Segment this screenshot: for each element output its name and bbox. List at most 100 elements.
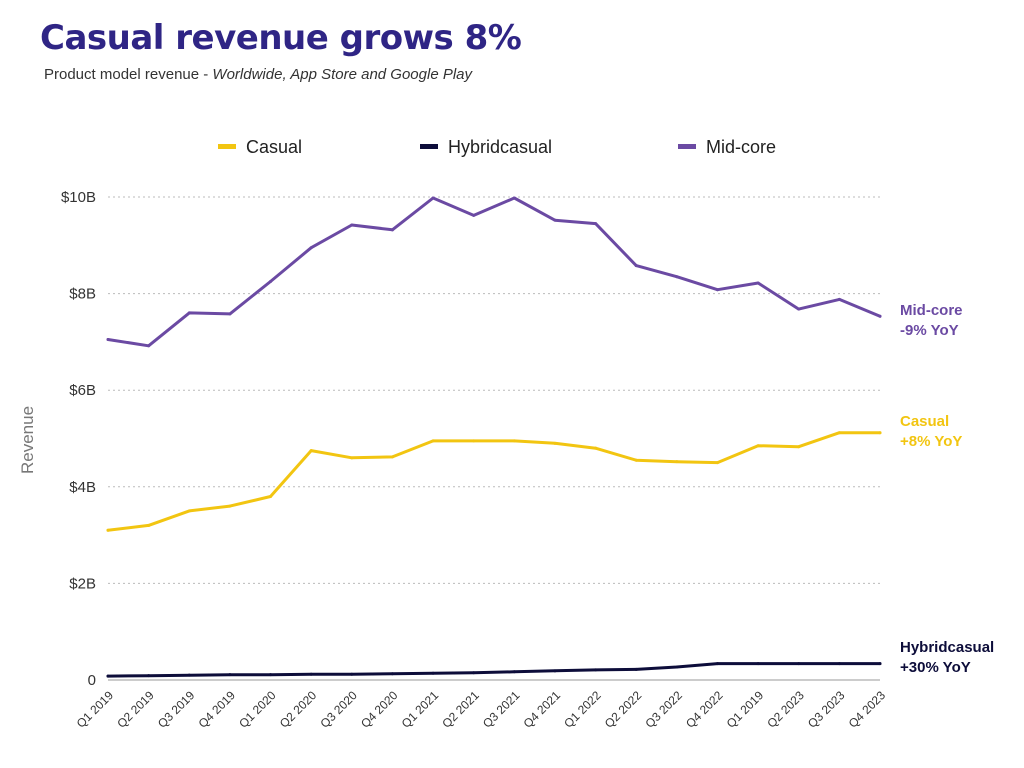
legend-swatch-casual <box>218 144 236 149</box>
data-point-midcore <box>472 213 476 217</box>
data-point-casual <box>431 439 435 443</box>
end-label-midcore: -9% YoY <box>900 322 959 339</box>
y-tick-label: $10B <box>61 189 96 206</box>
data-point-casual <box>228 504 232 508</box>
data-point-hybridcasual <box>309 672 313 676</box>
data-point-midcore <box>187 311 191 315</box>
data-point-midcore <box>309 246 313 250</box>
y-tick-label: $4B <box>69 479 96 496</box>
data-point-midcore <box>350 223 354 227</box>
data-point-midcore <box>756 281 760 285</box>
data-point-hybridcasual <box>634 667 638 671</box>
data-point-hybridcasual <box>878 662 882 666</box>
x-tick-label: Q1 2019 <box>74 688 117 731</box>
data-point-casual <box>756 444 760 448</box>
subtitle-plain: Product model revenue - <box>44 66 213 83</box>
data-point-casual <box>797 445 801 449</box>
data-point-casual <box>715 461 719 465</box>
data-point-hybridcasual <box>350 672 354 676</box>
data-point-midcore <box>390 228 394 232</box>
x-tick-label: Q3 2022 <box>643 688 686 731</box>
legend-label-casual: Casual <box>246 137 302 157</box>
y-tick-label: $8B <box>69 286 96 303</box>
x-tick-label: Q3 2020 <box>317 688 360 731</box>
legend-label-midcore: Mid-core <box>706 137 776 157</box>
data-point-midcore <box>837 297 841 301</box>
data-point-midcore <box>594 222 598 226</box>
x-tick-label: Q3 2021 <box>480 688 523 731</box>
data-point-midcore <box>431 196 435 200</box>
x-tick-label: Q1 2020 <box>236 688 279 731</box>
data-point-hybridcasual <box>472 671 476 675</box>
data-point-midcore <box>512 196 516 200</box>
x-tick-label: Q4 2021 <box>521 688 564 731</box>
data-point-midcore <box>878 314 882 318</box>
end-label-hybridcasual: Hybridcasual <box>900 639 994 656</box>
data-point-midcore <box>553 218 557 222</box>
data-point-casual <box>878 431 882 435</box>
data-point-hybridcasual <box>269 673 273 677</box>
data-point-casual <box>512 439 516 443</box>
x-tick-label: Q3 2023 <box>805 688 848 731</box>
x-tick-label: Q2 2023 <box>764 688 807 731</box>
data-point-hybridcasual <box>512 670 516 674</box>
data-point-casual <box>390 455 394 459</box>
x-tick-label: Q3 2019 <box>155 688 198 731</box>
data-point-casual <box>553 441 557 445</box>
data-point-casual <box>187 509 191 513</box>
series-line-midcore <box>106 196 882 348</box>
data-point-hybridcasual <box>553 669 557 673</box>
end-label-casual: Casual <box>900 413 949 430</box>
y-tick-label: $2B <box>69 575 96 592</box>
page-subtitle: Product model revenue - Worldwide, App S… <box>44 66 472 83</box>
y-tick-label: $6B <box>69 382 96 399</box>
data-point-hybridcasual <box>147 674 151 678</box>
data-point-hybridcasual <box>837 662 841 666</box>
data-point-hybridcasual <box>228 673 232 677</box>
data-point-midcore <box>269 280 273 284</box>
data-point-casual <box>634 458 638 462</box>
data-point-midcore <box>675 275 679 279</box>
data-point-hybridcasual <box>390 672 394 676</box>
x-tick-label: Q4 2023 <box>846 688 889 731</box>
x-tick-label: Q1 2022 <box>561 688 604 731</box>
x-tick-label: Q4 2022 <box>683 688 726 731</box>
x-tick-label: Q1 2021 <box>399 688 442 731</box>
data-point-casual <box>472 439 476 443</box>
end-label-casual: +8% YoY <box>900 433 962 450</box>
data-point-hybridcasual <box>106 674 110 678</box>
data-point-casual <box>309 449 313 453</box>
y-axis-title: Revenue <box>18 406 37 474</box>
subtitle-italic: Worldwide, App Store and Google Play <box>212 66 473 83</box>
x-tick-label: Q1 2019 <box>724 688 767 731</box>
x-tick-label: Q2 2022 <box>602 688 645 731</box>
data-point-hybridcasual <box>715 662 719 666</box>
data-point-casual <box>837 431 841 435</box>
data-point-midcore <box>797 307 801 311</box>
data-point-hybridcasual <box>431 671 435 675</box>
legend-label-hybridcasual: Hybridcasual <box>448 137 552 157</box>
data-point-midcore <box>715 288 719 292</box>
page-title: Casual revenue grows 8% <box>40 18 522 58</box>
x-tick-label: Q4 2020 <box>358 688 401 731</box>
end-label-midcore: Mid-core <box>900 302 963 319</box>
series-line-hybridcasual <box>106 662 882 678</box>
x-tick-label: Q2 2021 <box>439 688 482 731</box>
legend-swatch-midcore <box>678 144 696 149</box>
data-point-casual <box>269 494 273 498</box>
legend-swatch-hybridcasual <box>420 144 438 149</box>
data-point-casual <box>106 528 110 532</box>
data-point-casual <box>147 523 151 527</box>
x-tick-label: Q2 2019 <box>114 688 157 731</box>
y-tick-label: 0 <box>88 672 96 689</box>
data-point-casual <box>675 460 679 464</box>
x-tick-label: Q2 2020 <box>277 688 320 731</box>
data-point-hybridcasual <box>187 673 191 677</box>
data-point-hybridcasual <box>675 665 679 669</box>
data-point-hybridcasual <box>797 662 801 666</box>
x-tick-label: Q4 2019 <box>196 688 239 731</box>
end-label-hybridcasual: +30% YoY <box>900 659 971 676</box>
data-point-hybridcasual <box>756 662 760 666</box>
series-line-casual <box>106 431 882 532</box>
